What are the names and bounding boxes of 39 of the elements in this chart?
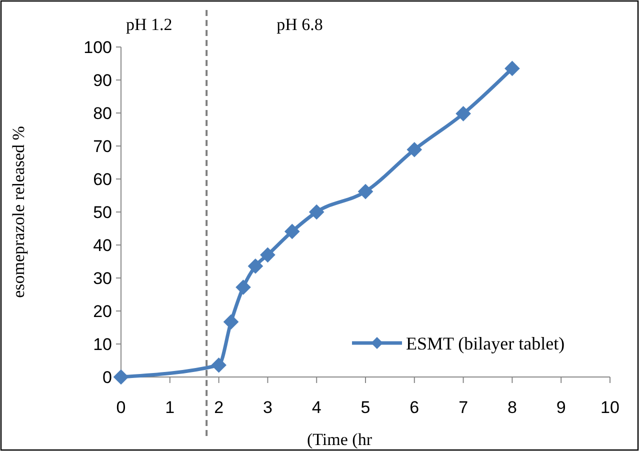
y-tick-label: 80 xyxy=(93,104,112,123)
y-tick-label: 30 xyxy=(93,268,112,288)
x-tick-label: 4 xyxy=(312,398,322,417)
legend-label: ESMT (bilayer tablet) xyxy=(406,333,565,354)
x-axis-title: (Time (hr xyxy=(306,430,372,449)
x-tick-label: 10 xyxy=(600,398,620,417)
x-tick-label: 8 xyxy=(507,398,517,417)
point xyxy=(113,369,129,385)
point xyxy=(248,258,264,274)
x-tick-label: 5 xyxy=(360,398,370,417)
x-tick-label: 2 xyxy=(214,398,224,417)
x-tick-label: 6 xyxy=(410,398,420,417)
point xyxy=(260,247,276,263)
point xyxy=(308,204,324,220)
y-tick-label: 60 xyxy=(93,170,112,189)
point xyxy=(358,184,374,200)
point xyxy=(504,60,520,76)
y-tick-label: 40 xyxy=(93,236,112,255)
point xyxy=(456,106,471,122)
point xyxy=(284,224,300,240)
y-tick-label: 90 xyxy=(93,70,112,90)
point xyxy=(406,142,422,158)
y-tick-label: 10 xyxy=(93,334,112,354)
point xyxy=(236,280,251,295)
text: pH 6.8 xyxy=(276,15,323,34)
y-tick-label: 20 xyxy=(93,302,112,321)
x-tick-label: 7 xyxy=(458,398,468,417)
x-tick-label: 1 xyxy=(165,398,175,417)
point xyxy=(223,314,239,330)
y-tick-label: 0 xyxy=(102,368,112,387)
x-tick-label: 3 xyxy=(262,398,272,417)
y-tick-label: 100 xyxy=(84,38,112,57)
point xyxy=(211,357,226,373)
y-tick-label: 70 xyxy=(93,136,112,156)
x-tick-label: 9 xyxy=(556,398,566,417)
y-tick-label: 50 xyxy=(93,202,112,222)
y-axis-title: esomeprazole released % xyxy=(9,126,28,298)
text: pH 1.2 xyxy=(126,15,172,34)
x-tick-label: 0 xyxy=(116,398,126,417)
